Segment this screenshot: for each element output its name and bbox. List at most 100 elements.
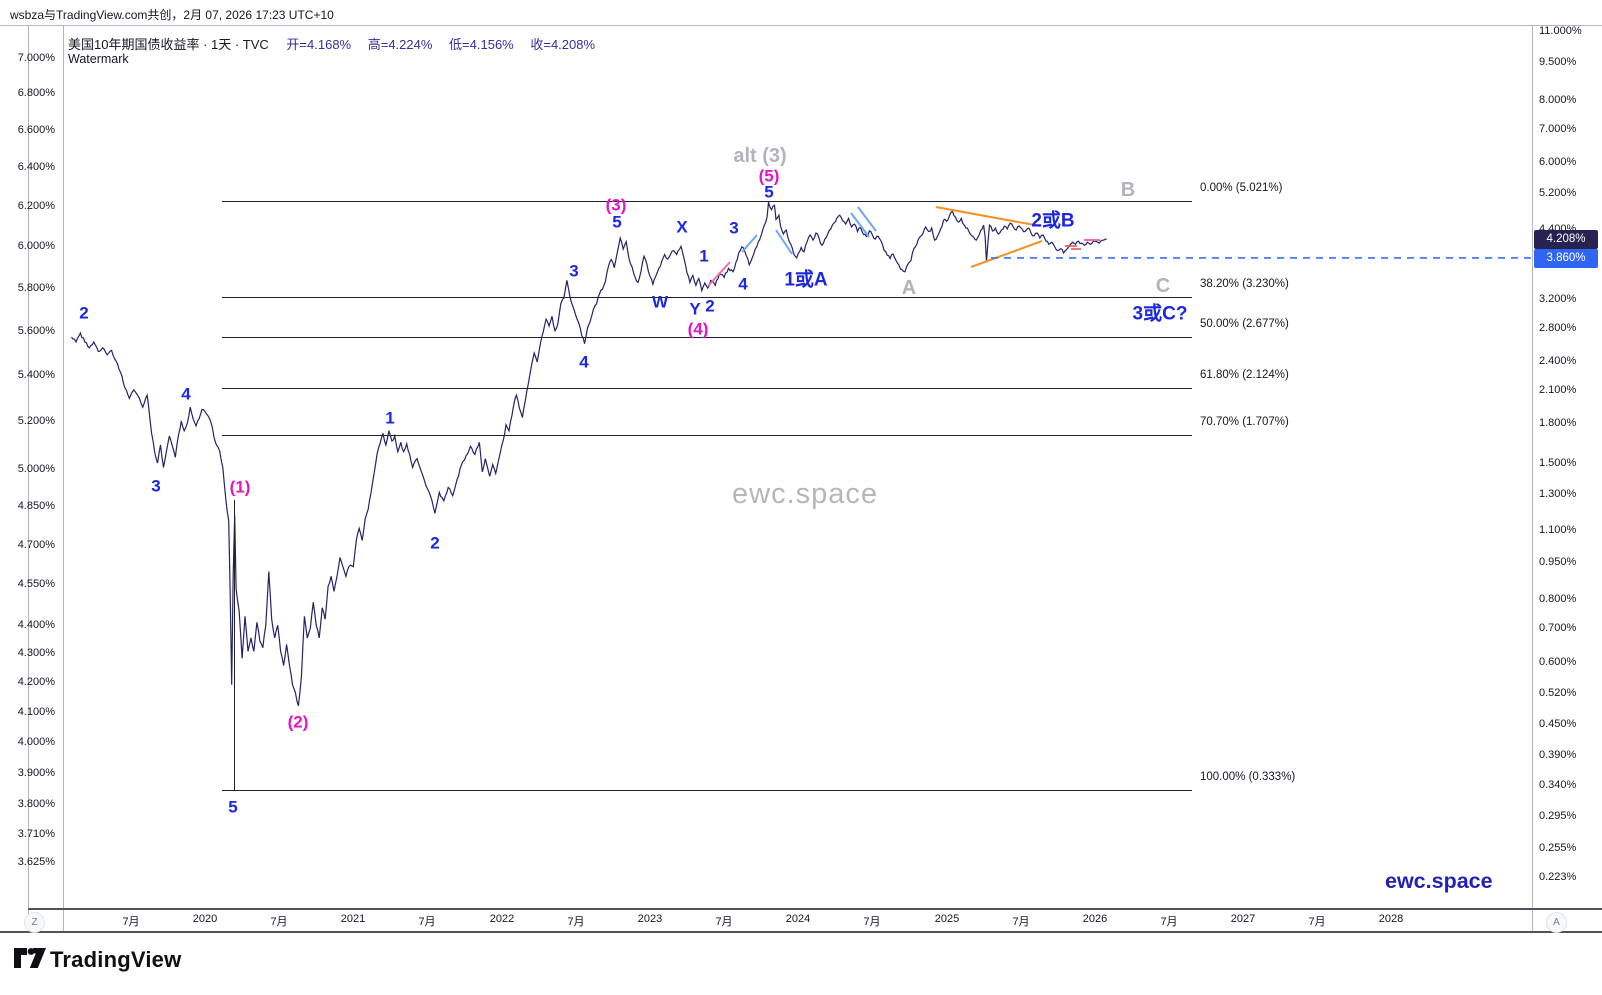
right-axis-label: 7.000% (1539, 123, 1577, 135)
center-watermark: ewc.space (732, 478, 879, 510)
fib-level-label: 70.70% (1.707%) (1200, 416, 1289, 428)
fib-level-line[interactable] (222, 201, 1192, 202)
fib-level-label: 61.80% (2.124%) (1200, 369, 1289, 381)
wave-label-blue: 4 (181, 384, 191, 404)
time-axis-label: 2027 (1230, 913, 1256, 925)
wave-label-gray: alt (3) (733, 145, 787, 167)
attribution-text: wsbza与TradingView.com共创，2月 07, 2026 17:2… (10, 8, 334, 22)
left-axis-label: 4.550% (17, 578, 55, 590)
right-axis-label: 1.100% (1539, 524, 1577, 536)
wave-label-blue: 2 (430, 533, 440, 553)
wave-label-blue: 5 (764, 182, 774, 202)
right-axis-label: 3.200% (1539, 293, 1577, 305)
fib-level-line[interactable] (222, 337, 1192, 338)
study-legend[interactable]: Watermark (68, 52, 129, 66)
right-axis-label: 2.800% (1539, 322, 1577, 334)
left-axis-label: 3.900% (17, 767, 55, 779)
wave-label-blue: 2或B (1031, 210, 1075, 232)
right-axis-label: 0.700% (1539, 622, 1577, 634)
top-separator (0, 25, 1602, 26)
fib-level-label: 38.20% (3.230%) (1200, 278, 1289, 290)
wave-label-magenta: (1) (229, 477, 251, 497)
last-price-badge: 4.208% (1534, 229, 1598, 249)
tradingview-logo-icon[interactable] (14, 944, 46, 972)
time-axis-label: 7月 (1012, 916, 1030, 928)
left-axis-label: 4.850% (17, 500, 55, 512)
wave-label-blue: 3或C? (1132, 303, 1188, 325)
left-axis-label: 4.100% (17, 706, 55, 718)
bottom-border (0, 931, 1602, 933)
alert-level-badge[interactable]: 3.860% (1534, 248, 1598, 268)
right-axis-label: 0.390% (1539, 749, 1577, 761)
time-axis-label: 7月 (863, 916, 881, 928)
time-axis-line (28, 908, 1602, 910)
wave-label-gray: A (901, 277, 917, 299)
right-axis-label: 5.200% (1539, 187, 1577, 199)
time-axis-label: 2023 (637, 913, 663, 925)
right-axis-label: 0.223% (1539, 871, 1577, 883)
fib-level-line[interactable] (222, 435, 1192, 436)
left-axis-label: 6.800% (17, 87, 55, 99)
fib-anchor-line (234, 500, 235, 790)
right-axis-label: 0.255% (1539, 842, 1577, 854)
left-axis-label: 7.000% (17, 52, 55, 64)
corner-watermark: ewc.space (1385, 869, 1493, 893)
right-axis-label: 11.000% (1539, 25, 1582, 37)
wave-label-blue: Y (689, 299, 701, 319)
left-axis-label: 3.800% (17, 798, 55, 810)
auto-scale-button[interactable]: A (1546, 912, 1567, 933)
fib-level-line[interactable] (222, 790, 1192, 791)
ohlc-open: 开=4.168% (286, 37, 352, 52)
left-axis-label: 6.000% (17, 240, 55, 252)
fib-level-line[interactable] (222, 388, 1192, 389)
time-axis-label: 2026 (1082, 913, 1108, 925)
wave-label-blue: W (651, 292, 669, 312)
left-axis-label: 5.400% (17, 369, 55, 381)
wave-label-blue: 4 (738, 274, 748, 294)
wave-label-blue: 3 (729, 218, 739, 238)
left-axis-label: 5.000% (17, 463, 55, 475)
right-axis-label: 6.000% (1539, 156, 1577, 168)
fib-level-label: 50.00% (2.677%) (1200, 318, 1289, 330)
right-scale-separator (1532, 25, 1533, 932)
left-axis-label: 5.200% (17, 415, 55, 427)
right-axis-label: 0.600% (1539, 656, 1577, 668)
left-axis-label: 4.700% (17, 539, 55, 551)
right-axis-label: 0.295% (1539, 810, 1577, 822)
time-axis-label: 2022 (489, 913, 515, 925)
tradingview-brand-text[interactable]: TradingView (50, 947, 182, 972)
fib-level-label: 0.00% (5.021%) (1200, 182, 1283, 194)
right-axis-label: 0.340% (1539, 779, 1577, 791)
right-axis-label: 2.100% (1539, 384, 1577, 396)
wave-label-blue: 4 (579, 352, 589, 372)
right-axis-label: 9.500% (1539, 56, 1577, 68)
time-axis-label: 7月 (418, 916, 436, 928)
wave-label-gray: B (1120, 179, 1136, 201)
time-axis-label: 2028 (1378, 913, 1404, 925)
symbol-title[interactable]: 美国10年期国债收益率 · 1天 · TVC (68, 37, 269, 52)
right-axis-label: 0.520% (1539, 687, 1577, 699)
right-axis-label: 1.800% (1539, 417, 1577, 429)
left-axis-label: 4.400% (17, 619, 55, 631)
chart-plot-area[interactable] (63, 25, 1532, 908)
ohlc-low: 低=4.156% (449, 37, 514, 52)
time-axis-label: 2020 (192, 913, 218, 925)
time-axis-label: 2025 (934, 913, 960, 925)
wave-label-magenta: (5) (758, 166, 780, 186)
time-axis-label: 7月 (715, 916, 733, 928)
right-axis-label: 0.450% (1539, 718, 1577, 730)
left-border (28, 25, 29, 932)
time-axis-label: 7月 (1308, 916, 1326, 928)
right-axis-label: 1.500% (1539, 457, 1577, 469)
fib-level-line[interactable] (222, 297, 1192, 298)
left-axis-label: 6.600% (17, 124, 55, 136)
left-axis-label: 6.200% (17, 200, 55, 212)
wave-label-magenta: (3) (605, 195, 627, 215)
fib-level-label: 100.00% (0.333%) (1200, 771, 1296, 783)
wave-label-blue: 2 (79, 303, 89, 323)
left-axis-label: 4.000% (17, 736, 55, 748)
right-axis-label: 0.950% (1539, 556, 1577, 568)
time-axis-label: 7月 (1160, 916, 1178, 928)
left-axis-label: 6.400% (17, 161, 55, 173)
timezone-button[interactable]: Z (24, 912, 45, 933)
